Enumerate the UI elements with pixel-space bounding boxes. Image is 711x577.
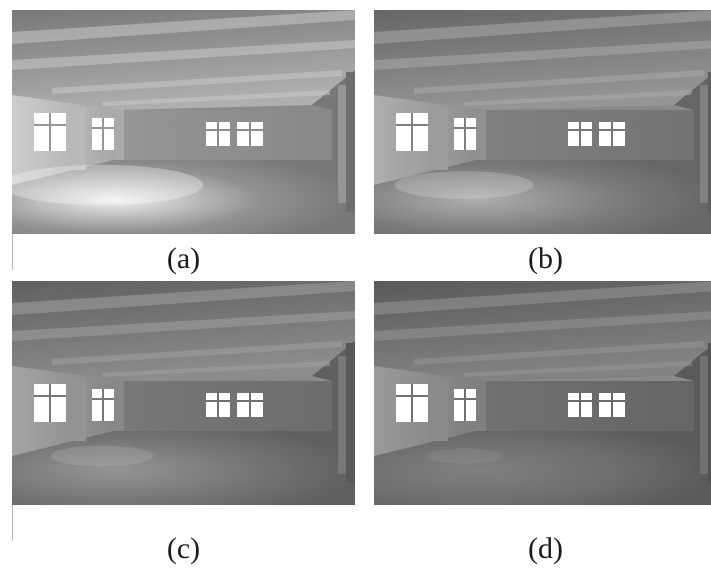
render-panel-a (12, 10, 355, 234)
divider-line (12, 505, 13, 541)
caption-c: (c) (166, 532, 201, 565)
caption-a: (a) (166, 242, 201, 275)
divider-line (12, 234, 13, 270)
interior-render-image (12, 281, 355, 505)
caption-d: (d) (528, 532, 563, 565)
interior-render-image (374, 281, 711, 505)
caption-b: (b) (528, 242, 563, 275)
render-panel-c (12, 281, 355, 505)
render-panel-b (374, 10, 711, 234)
interior-render-image (12, 10, 355, 234)
interior-render-image (374, 10, 711, 234)
render-panel-d (374, 281, 711, 505)
